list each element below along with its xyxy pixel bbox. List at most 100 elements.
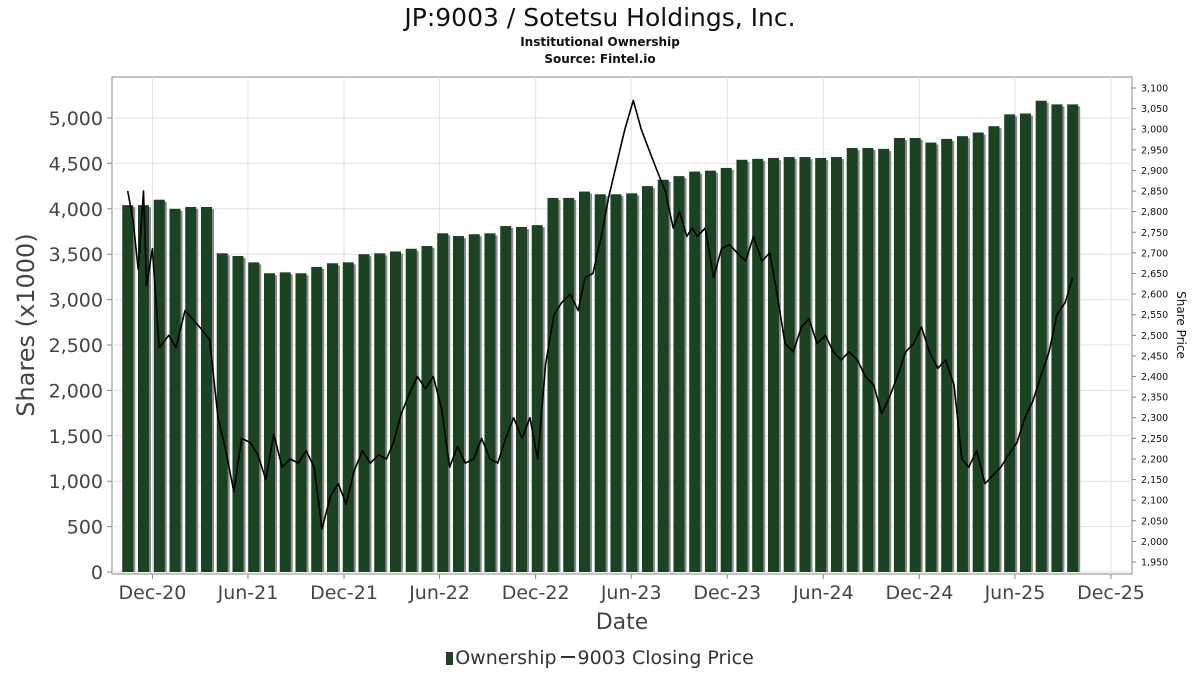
y2-tick-label: 2,050	[1141, 516, 1168, 527]
y-tick-label: 4,000	[49, 199, 103, 221]
x-tick-label: Jun-25	[984, 582, 1046, 604]
ownership-bar	[578, 191, 590, 572]
y2-tick-label: 2,250	[1141, 434, 1168, 445]
ownership-bar	[846, 147, 858, 573]
y-tick-label: 1,500	[49, 426, 103, 448]
ownership-bar	[626, 193, 638, 572]
ownership-bar	[216, 253, 228, 573]
y-tick-label: 1,000	[49, 471, 103, 493]
ownership-bar	[1051, 104, 1063, 572]
ownership-bar	[689, 171, 701, 572]
ownership-bar	[909, 137, 921, 572]
y2-tick-label: 3,000	[1141, 125, 1168, 136]
legend-price-swatch	[560, 656, 575, 658]
y2-tick-label: 1,950	[1141, 558, 1168, 569]
y2-tick-label: 2,450	[1141, 351, 1168, 362]
ownership-bar	[263, 273, 275, 572]
y-axis-right: 1,950 2,000 2,050 2,100 2,150 2,200 2,250 2,300…	[1132, 84, 1168, 569]
ownership-bar	[547, 197, 559, 573]
y-tick-label: 2,500	[49, 335, 103, 357]
ownership-bar	[657, 179, 669, 572]
y-tick-label: 0	[91, 562, 103, 584]
ownership-bar	[925, 142, 937, 573]
x-tick-label: Jun-22	[408, 582, 470, 604]
y2-tick-label: 3,050	[1141, 104, 1168, 115]
x-tick-label: Jun-24	[792, 582, 854, 604]
ownership-bar	[389, 251, 401, 572]
y-axis-left: 0 500 1,000 1,500 2,000 2,500 3,000 3,500 4,000 4…	[49, 108, 112, 584]
ownership-bar	[893, 137, 905, 572]
ownership-bar	[941, 138, 953, 572]
chart-subtitle: Institutional Ownership	[520, 35, 680, 49]
ownership-bar	[878, 148, 890, 572]
y2-axis-label: Share Price	[1174, 291, 1188, 359]
x-tick-label: Dec-21	[310, 582, 378, 604]
ownership-bar	[862, 147, 874, 573]
y2-tick-label: 2,550	[1141, 310, 1168, 321]
legend-ownership-label: Ownership	[455, 647, 557, 669]
ownership-bar	[752, 158, 764, 573]
ownership-bar	[956, 136, 968, 572]
y2-tick-label: 2,950	[1141, 145, 1168, 156]
ownership-bar	[1004, 114, 1016, 573]
ownership-bar	[830, 157, 842, 572]
y2-tick-label: 2,100	[1141, 496, 1168, 507]
chart-source: Source: Fintel.io	[544, 52, 656, 66]
x-tick-label: Dec-23	[693, 582, 761, 604]
ownership-bar	[783, 157, 795, 572]
price-line	[126, 99, 1074, 530]
ownership-bar	[185, 206, 197, 572]
ownership-bar	[169, 208, 181, 573]
ownership-bar	[531, 225, 543, 573]
x-tick-label: Dec-24	[885, 582, 953, 604]
ownership-bar	[421, 246, 433, 572]
ownership-bar	[342, 262, 354, 572]
y-tick-label: 500	[67, 517, 103, 539]
y2-tick-label: 2,600	[1141, 290, 1168, 301]
ownership-bar	[232, 256, 244, 572]
y2-tick-label: 2,650	[1141, 269, 1168, 280]
x-tick-label: Jun-21	[217, 582, 279, 604]
ownership-bar	[295, 273, 307, 572]
ownership-bar	[405, 248, 417, 572]
y2-tick-label: 2,900	[1141, 166, 1168, 177]
ownership-bar	[799, 157, 811, 572]
legend-price-label: 9003 Closing Price	[577, 647, 754, 669]
ownership-bar	[326, 263, 338, 572]
ownership-bar	[279, 272, 291, 572]
y2-tick-label: 2,350	[1141, 393, 1168, 404]
legend-ownership-swatch	[446, 652, 454, 665]
ownership-bar	[248, 262, 260, 572]
x-tick-label: Jun-23	[600, 582, 662, 604]
y2-tick-label: 2,400	[1141, 372, 1168, 383]
y-tick-label: 3,000	[49, 290, 103, 312]
ownership-bar	[311, 266, 323, 572]
ownership-bar	[374, 253, 386, 573]
y2-tick-label: 2,750	[1141, 228, 1168, 239]
y-tick-label: 2,000	[49, 380, 103, 402]
ownership-bar	[815, 157, 827, 572]
x-tick-label: Dec-25	[1077, 582, 1145, 604]
ownership-bar	[468, 234, 480, 572]
y2-tick-label: 2,200	[1141, 454, 1168, 465]
ownership-bar	[500, 226, 512, 572]
y2-tick-label: 2,850	[1141, 187, 1168, 198]
ownership-bar	[704, 170, 716, 572]
ownership-bar	[137, 205, 149, 572]
ownership-bar	[200, 206, 212, 572]
y-axis-label: Shares (x1000)	[12, 233, 40, 416]
price-series-line	[126, 99, 1074, 530]
ownership-bar	[1035, 100, 1047, 573]
ownership-bar	[972, 132, 984, 572]
y2-tick-label: 2,000	[1141, 537, 1168, 548]
ownership-bar	[1019, 113, 1031, 573]
ownership-bar	[736, 159, 748, 572]
ownership-bars	[122, 100, 1081, 573]
y2-tick-label: 3,100	[1141, 84, 1168, 95]
ownership-bar	[358, 254, 370, 572]
y2-tick-label: 2,500	[1141, 331, 1168, 342]
ownership-bar	[767, 157, 779, 572]
ownership-bar	[594, 194, 606, 572]
ownership-bar	[515, 226, 527, 572]
